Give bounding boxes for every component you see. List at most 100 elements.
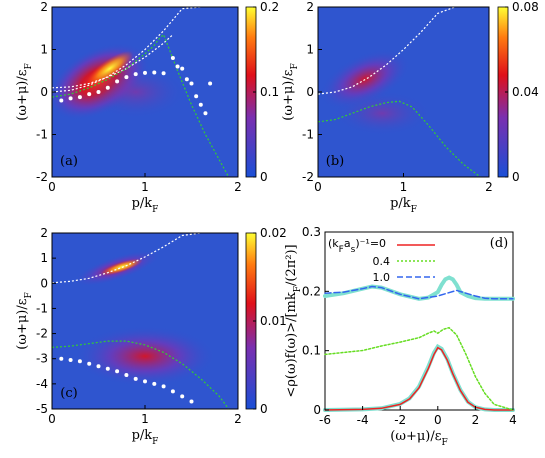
- y-tick-label: 0.3: [302, 225, 321, 239]
- panel-a: 0.2 0.1 0 0 1 2 2 1 0 -1 -2 p/kF (ω+μ)/εF (a): [15, 0, 279, 215]
- x-tick-label: 2: [234, 412, 242, 426]
- x-tick-label: -4: [357, 413, 369, 427]
- y-tick-label: 2: [40, 226, 48, 240]
- y-tick-label: -2: [36, 170, 48, 184]
- x-axis-label: p/kF: [132, 196, 159, 215]
- x-tick-label: 2: [485, 180, 493, 194]
- heatmap-lower-peak: [75, 326, 215, 387]
- colorbar-tick-label: 0: [260, 402, 268, 416]
- heatmap-intensity: [318, 7, 481, 177]
- x-tick-label: 0: [48, 180, 56, 194]
- data-point: [194, 94, 199, 99]
- y-tick-label: -3: [36, 352, 48, 366]
- y-tick-label: 0: [40, 276, 48, 290]
- data-point: [170, 56, 175, 60]
- colorbar-tick-label: 0.2: [260, 0, 279, 14]
- colorbar-tick-label: 0.02: [260, 226, 287, 240]
- x-axis-label: (ω+μ)/εF: [390, 429, 447, 448]
- x-tick-label: 1: [141, 412, 149, 426]
- data-point: [203, 111, 208, 116]
- y-tick-label: 0: [40, 85, 48, 99]
- y-tick-label: -2: [36, 327, 48, 341]
- colorbar-tick-label: 0.01: [260, 314, 287, 328]
- data-point: [105, 85, 110, 90]
- data-point: [105, 366, 110, 371]
- data-point: [115, 79, 120, 84]
- y-tick-label: -1: [302, 128, 314, 142]
- series-line-1.0: [324, 285, 514, 300]
- data-point: [115, 369, 120, 374]
- data-point: [96, 90, 101, 94]
- colorbar-tick-label: 0.1: [260, 85, 279, 99]
- x-axis-label: p/kF: [132, 428, 159, 447]
- dispersion-line-0: [52, 233, 201, 284]
- data-point: [68, 357, 73, 362]
- data-point: [59, 356, 64, 361]
- y-axis-label: (ω+μ)/εF: [15, 292, 34, 349]
- y-axis-label: <ρ(ω)f(ω)>/[mkF/(2π²)]: [284, 244, 303, 397]
- y-tick-label: 2: [40, 0, 48, 14]
- data-point: [96, 364, 101, 369]
- x-tick-label: 0: [48, 412, 56, 426]
- colorbar-tick-label: 0: [512, 170, 520, 184]
- data-point: [170, 389, 175, 394]
- panel-label: (d): [490, 236, 508, 251]
- data-point: [175, 64, 180, 69]
- y-tick-label: -4: [36, 377, 48, 391]
- data-point: [59, 98, 64, 103]
- panel-label: (a): [60, 154, 78, 169]
- y-tick-label: -1: [36, 301, 48, 315]
- panel-label: (c): [60, 386, 77, 401]
- panel-d: (kFas)⁻¹=00.4 1.0 -6 -4 -2 0 2 4 0.3 0.2 0.1 0 (ω+μ)…: [284, 225, 517, 448]
- x-tick-label: 1: [400, 180, 408, 194]
- data-point: [143, 379, 147, 384]
- data-point: [161, 384, 166, 389]
- series-line-(k_F a_s)⁻¹=0: [324, 346, 514, 411]
- legend-label: 1.0: [373, 271, 391, 284]
- data-point: [133, 376, 138, 381]
- y-tick-label: -5: [36, 402, 48, 416]
- data-point: [208, 81, 213, 86]
- data-point: [133, 72, 138, 77]
- y-axis-label: (ω+μ)/εF: [15, 63, 34, 120]
- legend-label: 0.4: [373, 255, 391, 268]
- x-tick-label: 2: [472, 413, 480, 427]
- x-tick-label: 4: [509, 413, 517, 427]
- y-tick-label: 0: [306, 85, 314, 99]
- data-point: [77, 95, 82, 100]
- y-tick-label: 0: [313, 403, 321, 417]
- x-tick-label: 1: [141, 180, 149, 194]
- data-point: [184, 77, 189, 82]
- panel-b: 0.08 0.04 0 0 1 2 2 1 0 -1 -2 p/kF (ω+μ)/εF (b): [281, 0, 539, 215]
- colorbar-tick-label: 0.04: [512, 85, 539, 99]
- y-tick-label: -1: [36, 128, 48, 142]
- y-tick-label: 1: [40, 251, 48, 265]
- heatmap-lower-lobe: [334, 91, 431, 136]
- data-point: [87, 361, 92, 366]
- data-point: [143, 70, 147, 75]
- dispersion-line-2: [52, 33, 230, 177]
- heatmap-intensity: [52, 7, 230, 177]
- y-tick-label: -2: [302, 170, 314, 184]
- data-point: [124, 75, 129, 80]
- data-point: [180, 394, 185, 399]
- data-point: [152, 381, 157, 386]
- panel-c: 0.02 0.01 0 0 1 2 2 1 0 -1 -2 -3 -4 -5 p/kF (ω+μ)/εF (c): [15, 226, 287, 447]
- x-tick-label: -2: [394, 413, 406, 427]
- dispersion-line-0: [52, 7, 201, 93]
- data-point: [68, 96, 73, 101]
- y-axis-label: (ω+μ)/εF: [281, 63, 300, 120]
- dispersion-line-1: [52, 34, 174, 89]
- y-tick-label: 0.2: [302, 284, 321, 298]
- dispersion-line-1: [318, 100, 481, 177]
- panel-label: (b): [326, 154, 344, 169]
- x-tick-label: 0: [434, 413, 442, 427]
- y-tick-label: 2: [306, 0, 314, 14]
- x-tick-label: 0: [314, 180, 322, 194]
- data-point: [161, 71, 166, 76]
- data-point: [87, 92, 92, 97]
- data-point: [198, 102, 203, 107]
- heatmap-intensity: [52, 233, 230, 409]
- x-tick-label: 2: [234, 180, 242, 194]
